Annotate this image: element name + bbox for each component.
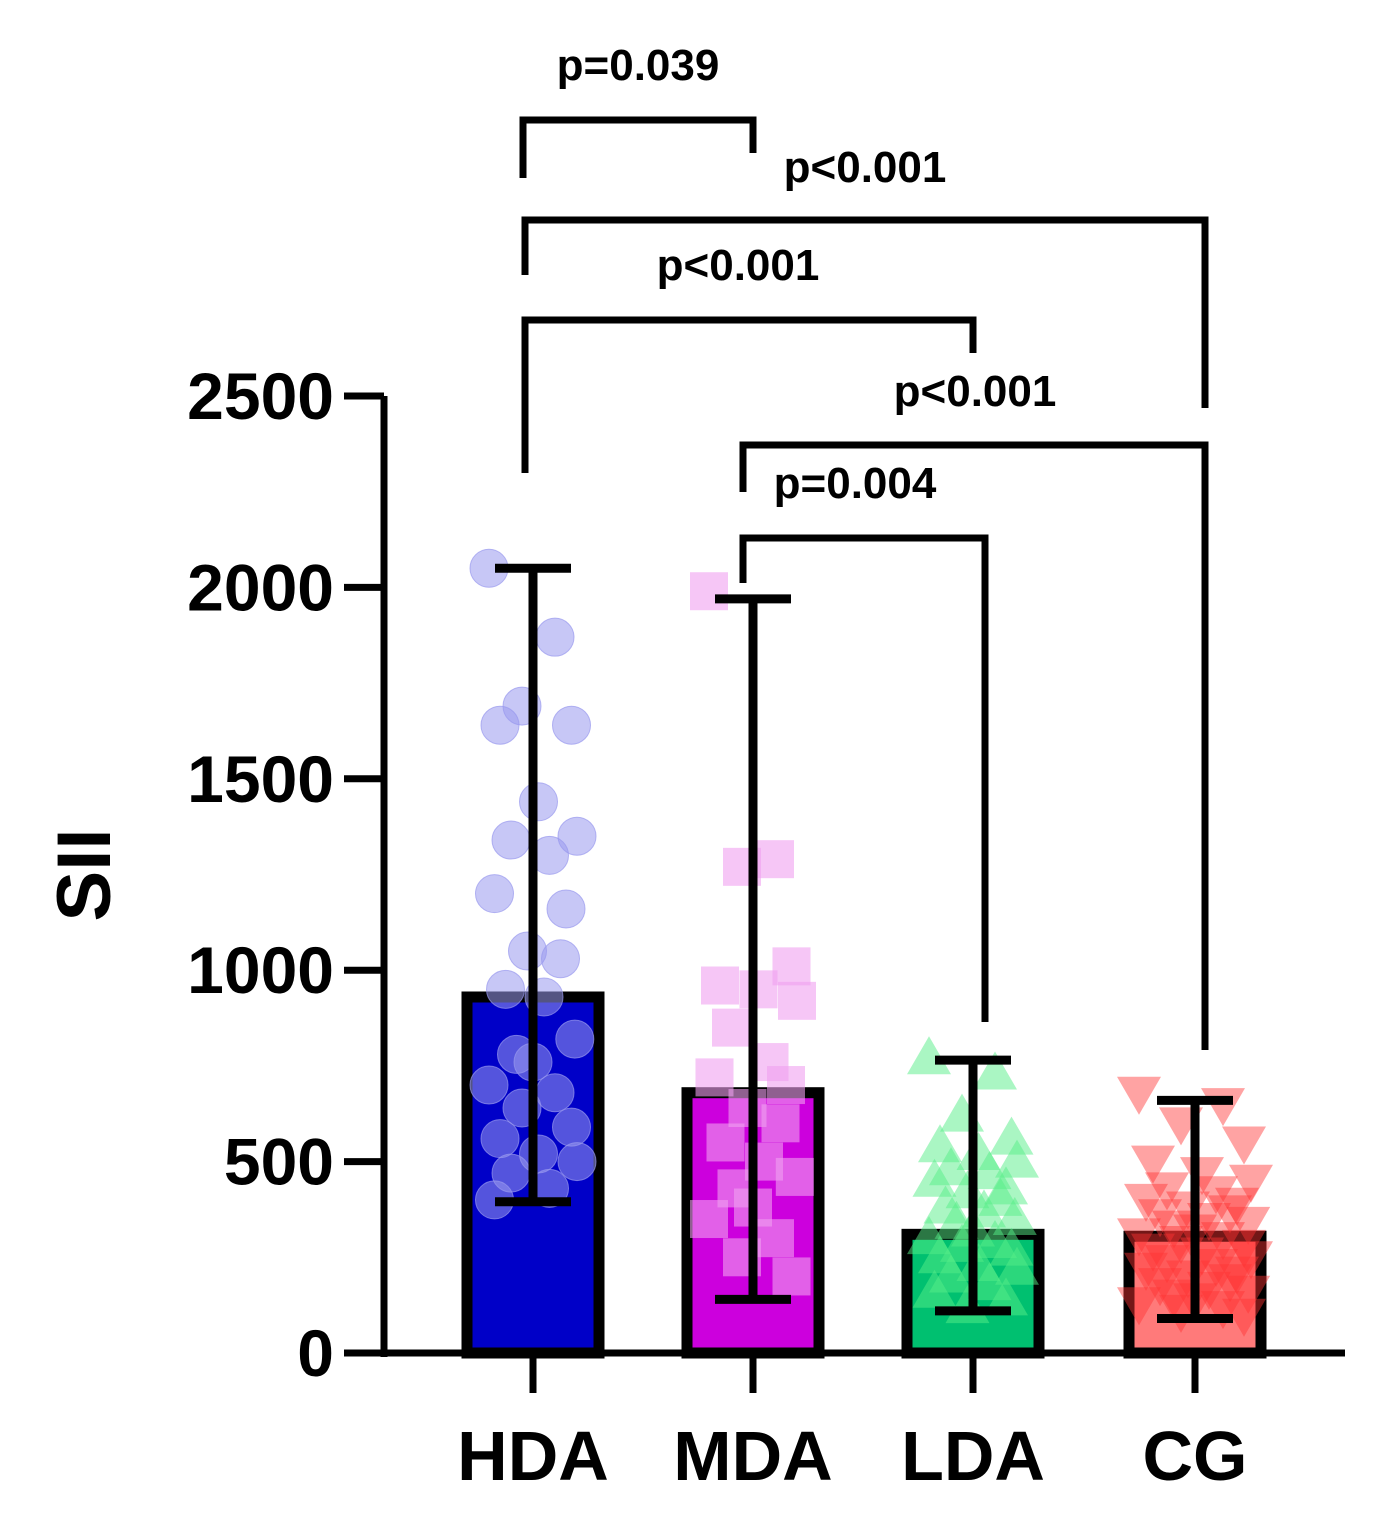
point-mda: [728, 1089, 767, 1128]
point-mda: [775, 1157, 814, 1196]
point-hda: [555, 1019, 595, 1059]
x-tick-label-cg: CG: [1143, 1417, 1248, 1495]
point-cg: [1229, 1241, 1273, 1280]
y-axis-label: SII: [42, 829, 127, 922]
point-cg: [1138, 1268, 1182, 1307]
scatter-points: [469, 548, 1273, 1337]
point-hda: [486, 969, 525, 1009]
point-cg: [1117, 1076, 1161, 1115]
point-lda: [907, 1036, 951, 1075]
point-cg: [1194, 1176, 1238, 1215]
point-hda: [519, 782, 558, 822]
point-lda: [945, 1170, 990, 1209]
point-lda: [989, 1227, 1034, 1266]
point-mda: [739, 970, 778, 1009]
point-cg: [1124, 1183, 1168, 1222]
point-cg: [1152, 1279, 1196, 1318]
point-cg: [1152, 1210, 1196, 1249]
bracket-hda-mda: [519, 116, 757, 178]
y-tick-label: 1500: [187, 742, 334, 816]
point-cg: [1229, 1164, 1273, 1203]
point-cg: [1124, 1252, 1168, 1291]
point-cg: [1201, 1222, 1245, 1261]
point-cg: [1208, 1195, 1252, 1234]
point-cg: [1194, 1248, 1238, 1287]
point-cg: [1226, 1275, 1271, 1314]
point-mda: [690, 1200, 728, 1239]
point-cg: [1145, 1245, 1189, 1284]
point-cg: [1208, 1264, 1252, 1303]
point-cg: [1222, 1126, 1266, 1165]
point-hda: [535, 617, 575, 657]
y-tick-label: 2000: [187, 550, 334, 624]
point-lda: [984, 1277, 1028, 1316]
point-lda: [912, 1269, 957, 1308]
point-hda: [480, 705, 520, 745]
point-cg: [1131, 1233, 1175, 1272]
bracket-hda-mda-label: p=0.039: [557, 41, 720, 90]
significance-brackets: p=0.039 p<0.001 p<0.001 p<0.001 p=0.004: [519, 41, 1209, 1050]
bracket-mda-lda-label: p=0.004: [774, 459, 937, 508]
point-lda: [989, 1116, 1034, 1155]
point-mda: [695, 1058, 734, 1097]
point-mda: [756, 840, 794, 879]
y-tick-label: 500: [224, 1125, 334, 1199]
point-hda: [546, 889, 586, 929]
y-tick-label: 0: [297, 1316, 334, 1390]
point-hda: [557, 816, 597, 856]
point-mda: [772, 947, 811, 986]
point-cg: [1226, 1206, 1271, 1245]
point-cg: [1201, 1088, 1245, 1127]
point-lda: [992, 1197, 1037, 1236]
point-lda: [995, 1246, 1039, 1285]
point-mda: [761, 1104, 800, 1143]
y-tick-label: 1000: [187, 933, 334, 1007]
point-hda: [535, 1073, 575, 1113]
point-cg: [1222, 1298, 1266, 1337]
error-bars: [495, 563, 1233, 1324]
point-mda: [690, 572, 728, 611]
point-cg: [1215, 1256, 1259, 1295]
bracket-mda-lda: [739, 534, 989, 1022]
point-cg: [1117, 1218, 1161, 1257]
point-hda: [480, 1119, 520, 1159]
bracket-hda-lda-label: p<0.001: [657, 241, 820, 290]
point-hda: [552, 705, 591, 745]
bracket-mda-cg-label: p<0.001: [894, 367, 1057, 416]
point-mda: [767, 1066, 805, 1105]
point-cg: [1222, 1229, 1266, 1268]
bracket-hda-lda: [521, 316, 977, 473]
x-tick-label-mda: MDA: [673, 1417, 832, 1495]
point-mda: [778, 981, 816, 1020]
x-tick-label-lda: LDA: [901, 1417, 1045, 1495]
point-hda: [552, 1107, 591, 1147]
point-cg: [1131, 1145, 1175, 1184]
point-hda: [491, 820, 531, 860]
point-cg: [1145, 1172, 1189, 1211]
point-mda: [772, 1257, 811, 1296]
point-mda: [712, 1008, 750, 1047]
point-cg: [1215, 1187, 1259, 1226]
bracket-mda-cg: [739, 441, 1209, 1050]
point-hda: [469, 1065, 509, 1105]
x-tick-label-hda: HDA: [457, 1417, 609, 1495]
point-mda: [756, 1219, 794, 1258]
y-tick-label: 2500: [187, 359, 334, 433]
point-cg: [1201, 1291, 1245, 1330]
point-hda: [475, 874, 514, 914]
point-mda: [706, 1123, 745, 1162]
axes: 0 500 1000 1500 2000 2500 HDA MDA LDA CG: [187, 359, 1345, 1495]
point-mda: [701, 966, 739, 1005]
point-lda: [973, 1051, 1017, 1090]
point-hda: [508, 931, 547, 971]
point-cg: [1138, 1199, 1182, 1238]
bracket-hda-cg: [521, 216, 1209, 408]
point-hda: [557, 1142, 597, 1182]
point-cg: [1117, 1287, 1161, 1326]
point-hda: [541, 939, 580, 979]
bracket-hda-cg-label: p<0.001: [784, 143, 947, 192]
